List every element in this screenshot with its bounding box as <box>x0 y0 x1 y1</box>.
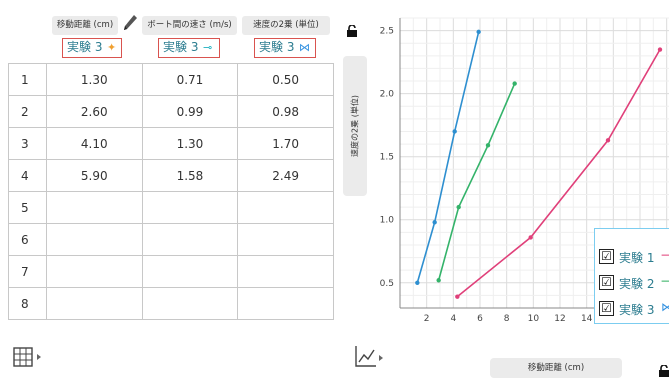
series-line <box>437 83 516 281</box>
series-line <box>416 31 480 284</box>
data-point <box>432 220 437 225</box>
row-number: 6 <box>8 223 47 256</box>
legend-label: 実験 1 <box>619 251 655 265</box>
table-cell[interactable]: 0.99 <box>141 95 239 128</box>
table-cell[interactable] <box>141 255 239 288</box>
checkbox-checked-icon[interactable]: ☑ <box>599 275 614 290</box>
x-tick-label: 12 <box>554 314 565 324</box>
data-point <box>485 143 491 148</box>
experiment-label: 実験 3 <box>67 40 103 54</box>
data-point <box>657 47 663 52</box>
table-row: 2 2.60 0.99 0.98 <box>8 95 334 128</box>
y-tick-label: 2.0 <box>380 90 395 100</box>
table-cell[interactable] <box>45 287 143 320</box>
table-cell[interactable] <box>141 191 239 224</box>
data-point <box>512 81 517 86</box>
table-row: 7 <box>8 255 334 288</box>
marker-bowtie-icon: ⋈ <box>299 41 310 54</box>
legend-label: 実験 3 <box>619 303 655 317</box>
column-header-speed[interactable]: ボート間の速さ (m/s) <box>142 16 237 35</box>
y-axis-label-button[interactable]: 速度の2乗 (単位) <box>343 56 367 196</box>
row-number: 7 <box>8 255 47 288</box>
table-panel: 移動距離 (cm) ボート間の速さ (m/s) 速度の2乗 (単位) 実験 3 … <box>8 12 334 374</box>
marker-line-dot-icon: ⊸ <box>203 41 213 54</box>
table-cell[interactable] <box>45 191 143 224</box>
table-cell[interactable]: 5.90 <box>45 159 143 192</box>
table-cell[interactable] <box>237 287 334 320</box>
data-point <box>605 138 611 143</box>
table-cell[interactable] <box>237 191 334 224</box>
data-point <box>455 294 460 299</box>
table-cell[interactable]: 2.60 <box>45 95 143 128</box>
legend-marker-icon: ⋈ <box>661 300 669 314</box>
x-tick-label: 14 <box>581 314 593 324</box>
y-tick-label: 2.5 <box>380 27 394 37</box>
table-row: 5 <box>8 191 334 224</box>
table-cell[interactable] <box>237 223 334 256</box>
table-cell[interactable]: 1.70 <box>237 127 334 160</box>
row-number: 5 <box>8 191 47 224</box>
table-cell[interactable] <box>45 223 143 256</box>
table-cell[interactable]: 4.10 <box>45 127 143 160</box>
experiment-selector-distance[interactable]: 実験 3 ✦ <box>62 38 122 58</box>
table-row: 1 1.30 0.71 0.50 <box>8 63 334 96</box>
x-tick-label: 6 <box>477 314 483 324</box>
x-tick-label: 2 <box>424 314 430 324</box>
row-number: 4 <box>8 159 47 192</box>
table-row: 3 4.10 1.30 1.70 <box>8 127 334 160</box>
legend-marker-icon: ⟶ <box>661 274 669 288</box>
data-table: 1 1.30 0.71 0.50 2 2.60 0.99 0.98 3 4.10 1.30 1.70 4… <box>8 63 334 320</box>
y-tick-label: 0.5 <box>380 279 394 289</box>
data-point <box>528 235 533 240</box>
legend-marker-icon: ⟶ <box>661 248 669 262</box>
table-cell[interactable]: 0.71 <box>141 63 239 96</box>
x-tick-label: 4 <box>450 314 456 324</box>
data-point <box>415 280 420 285</box>
chart-legend: ☑ 実験 1 ⟶ ☑ 実験 2 ⟶ ☑ 実験 3 ⋈ <box>594 228 669 324</box>
legend-label: 実験 2 <box>619 277 655 291</box>
x-tick-label: 10 <box>528 314 540 324</box>
table-cell[interactable]: 2.49 <box>237 159 334 192</box>
experiment-selector-speed-squared[interactable]: 実験 3 ⋈ <box>254 38 316 58</box>
graph-menu-button[interactable] <box>352 340 388 372</box>
table-cell[interactable]: 1.30 <box>141 127 239 160</box>
experiment-label: 実験 3 <box>259 40 295 54</box>
checkbox-checked-icon[interactable]: ☑ <box>599 301 614 316</box>
table-row: 4 5.90 1.58 2.49 <box>8 159 334 192</box>
pencil-icon[interactable] <box>121 12 139 34</box>
marker-star-icon: ✦ <box>107 41 117 54</box>
table-cell[interactable]: 0.50 <box>237 63 334 96</box>
row-number: 2 <box>8 95 47 128</box>
x-axis-label-button[interactable]: 移動距離 (cm) <box>490 358 622 378</box>
y-axis-label: 速度の2乗 (単位) <box>350 95 360 157</box>
data-point <box>476 29 481 35</box>
row-number: 8 <box>8 287 47 320</box>
x-tick-label: 8 <box>504 314 510 324</box>
table-cell[interactable] <box>141 223 239 256</box>
data-point <box>456 204 461 210</box>
experiment-label: 実験 3 <box>163 40 199 54</box>
table-cell[interactable]: 1.30 <box>45 63 143 96</box>
table-cell[interactable]: 1.58 <box>141 159 239 192</box>
table-cell[interactable]: 0.98 <box>237 95 334 128</box>
data-point <box>452 129 457 134</box>
table-cell[interactable] <box>45 255 143 288</box>
table-row: 8 <box>8 287 334 320</box>
checkbox-checked-icon[interactable]: ☑ <box>599 249 614 264</box>
column-header-distance[interactable]: 移動距離 (cm) <box>52 16 118 35</box>
column-header-speed-squared[interactable]: 速度の2乗 (単位) <box>242 16 330 35</box>
lock-icon[interactable] <box>658 362 669 377</box>
table-menu-button[interactable] <box>12 342 48 374</box>
table-row: 6 <box>8 223 334 256</box>
y-tick-label: 1.0 <box>380 216 395 226</box>
row-number: 1 <box>8 63 47 96</box>
table-cell[interactable] <box>141 287 239 320</box>
experiment-selector-speed[interactable]: 実験 3 ⊸ <box>158 38 220 58</box>
table-cell[interactable] <box>237 255 334 288</box>
series-line <box>456 49 661 298</box>
data-point <box>436 278 441 283</box>
lock-icon[interactable] <box>346 22 358 37</box>
row-number: 3 <box>8 127 47 160</box>
y-tick-label: 1.5 <box>380 153 394 163</box>
